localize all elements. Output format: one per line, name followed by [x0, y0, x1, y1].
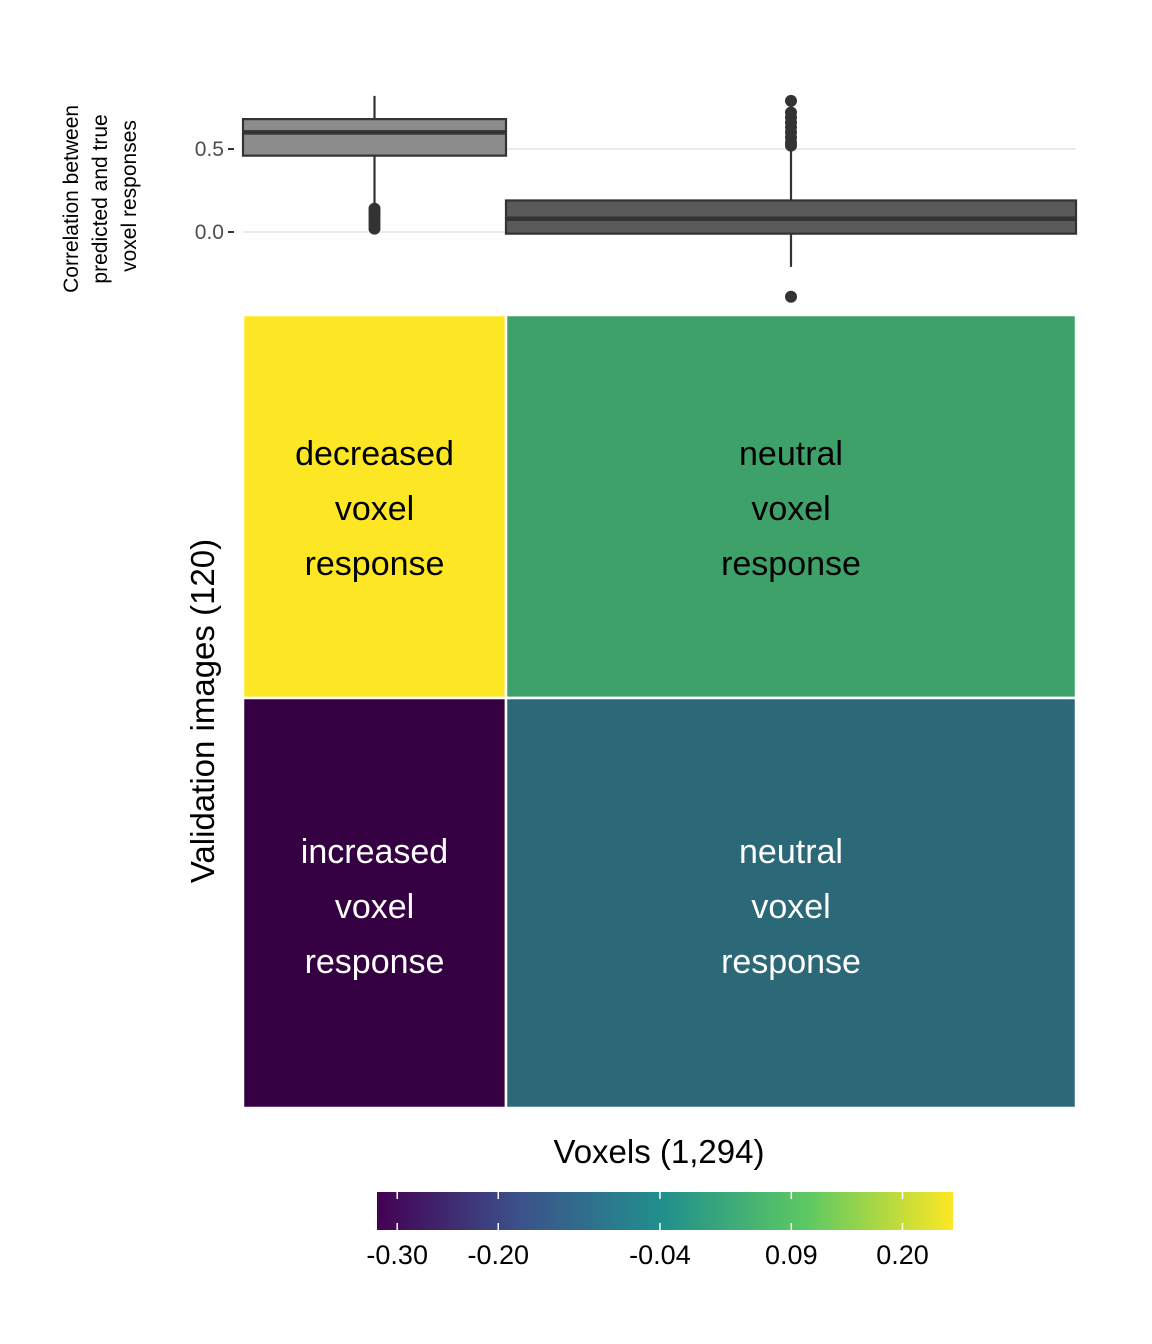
boxplot-panel: 0.5 0.0 Correlation between predicted and…: [60, 94, 1078, 303]
heatmap-cell-label-line: voxel: [335, 490, 414, 528]
colorbar-tick-label: -0.30: [366, 1240, 428, 1270]
boxplot-y-title-line-3: voxel responses: [118, 120, 141, 272]
heatmap-cell-label-line: increased: [301, 833, 448, 871]
boxplot-y-title-line-2: predicted and true: [89, 114, 112, 283]
heatmap-cell-rect: [504, 696, 1078, 1110]
colorbar: -0.30 -0.20 -0.04 0.09 0.20: [366, 1192, 953, 1270]
boxplot-y-title-line-1: Correlation between: [60, 105, 83, 293]
boxplot-y-tick-label: 0.0: [195, 221, 224, 244]
heatmap-cell-label-line: neutral: [739, 833, 843, 871]
heatmap-cell-label-line: response: [721, 943, 861, 981]
colorbar-tick-label: -0.04: [629, 1240, 691, 1270]
heatmap-cell-label: neutral voxel response: [721, 833, 861, 981]
boxplot-box-2: [504, 94, 1078, 303]
colorbar-tick-label: 0.09: [765, 1240, 818, 1270]
heatmap-cell-rect: [504, 313, 1078, 700]
heatmap-cell-label-line: response: [305, 943, 445, 981]
boxplot-y-axis: 0.5 0.0: [195, 138, 234, 244]
boxplot-y-tick-label: 0.5: [195, 138, 224, 161]
boxplot-outlier-point: [785, 94, 797, 107]
heatmap-cell-rect: [241, 313, 508, 700]
heatmap-cell-label-line: voxel: [751, 888, 830, 926]
heatmap-cell-label: decreased voxel response: [295, 435, 454, 583]
heatmap-cell-label-line: response: [305, 545, 445, 583]
boxplot-outlier-point: [785, 106, 797, 119]
boxplot-y-axis-title: Correlation between predicted and true v…: [60, 99, 141, 293]
colorbar-ticks: -0.30 -0.20 -0.04 0.09 0.20: [366, 1192, 929, 1270]
colorbar-tick-label: 0.20: [876, 1240, 929, 1270]
heatmap-cell: neutral voxel response: [504, 696, 1078, 1110]
heatmap-cell: decreased voxel response: [241, 313, 508, 700]
boxplot-iqr-box: [241, 118, 508, 157]
heatmap-cell-label: increased voxel response: [301, 833, 448, 981]
colorbar-gradient: [377, 1192, 953, 1230]
heatmap-panel: decreased voxel response neutral voxel respon…: [184, 313, 1078, 1170]
heatmap-cell-label: neutral voxel response: [721, 435, 861, 583]
heatmap-cell-label-line: decreased: [295, 435, 454, 473]
heatmap-cell-label-line: neutral: [739, 435, 843, 473]
heatmap-cell-label-line: voxel: [751, 490, 830, 528]
boxplot-box-1: [241, 95, 508, 235]
heatmap-y-axis-title: Validation images (120): [184, 539, 221, 883]
heatmap-cell-label-line: voxel: [335, 888, 414, 926]
boxplot-boxes: [241, 94, 1078, 303]
heatmap-cell: neutral voxel response: [504, 313, 1078, 700]
heatmap-cell: increased voxel response: [241, 696, 508, 1110]
boxplot-outlier-point: [785, 290, 797, 303]
colorbar-tick-label: -0.20: [467, 1240, 529, 1270]
heatmap-x-axis-title: Voxels (1,294): [554, 1133, 765, 1170]
boxplot-outlier-point: [368, 202, 381, 215]
heatmap-cell-rect: [241, 696, 508, 1110]
heatmap-cell-label-line: response: [721, 545, 861, 583]
heatmap-cells: decreased voxel response neutral voxel respon…: [241, 313, 1078, 1110]
